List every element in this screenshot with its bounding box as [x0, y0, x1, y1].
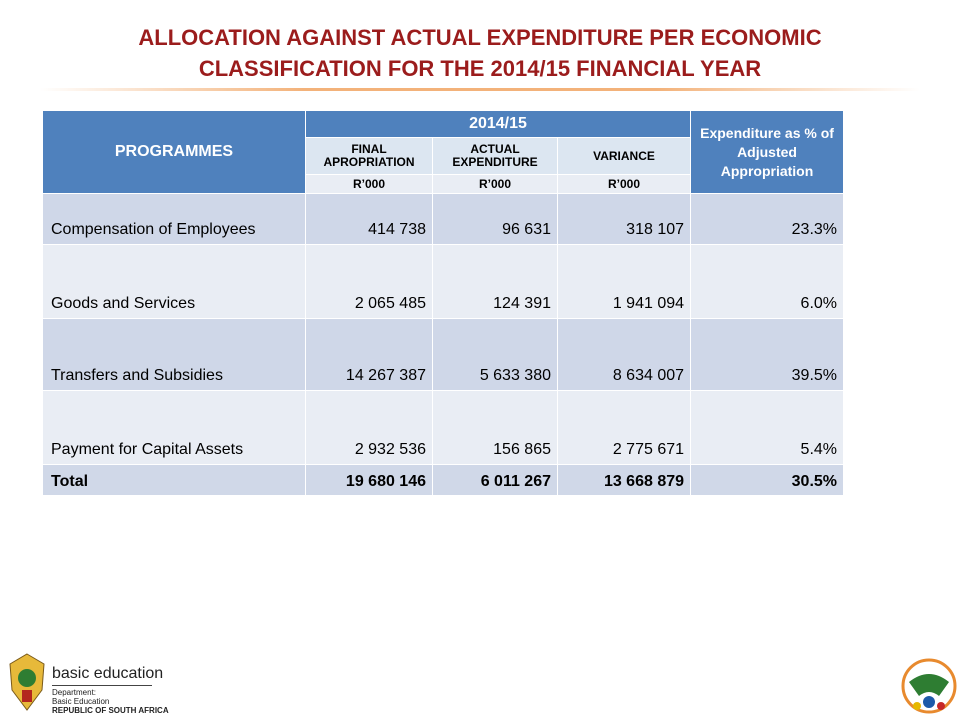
total-label: Total — [42, 464, 306, 496]
title-rule — [40, 88, 920, 91]
value-cell: 39.5% — [690, 318, 845, 391]
value-cell: 23.3% — [690, 193, 845, 245]
logo-line: REPUBLIC OF SOUTH AFRICA — [52, 706, 169, 715]
value-cell: 1 941 094 — [556, 244, 692, 319]
total-cell: 19 680 146 — [305, 464, 433, 496]
value-cell: 14 267 387 — [305, 318, 433, 391]
value-cell: 156 865 — [432, 390, 558, 465]
table-row: Payment for Capital Assets 2 932 536 156 8… — [42, 390, 845, 465]
title-line: ALLOCATION AGAINST ACTUAL EXPENDITURE PE… — [138, 25, 822, 50]
value-cell: 8 634 007 — [556, 318, 692, 391]
year-header: 2014/15 — [304, 110, 692, 138]
title: ALLOCATION AGAINST ACTUAL EXPENDITURE PE… — [0, 22, 960, 84]
value-cell: 2 065 485 — [305, 244, 433, 319]
value-cell: 5.4% — [690, 390, 845, 465]
value-cell: 2 932 536 — [305, 390, 433, 465]
value-cell: 6.0% — [690, 244, 845, 319]
value-cell: 2 775 671 — [556, 390, 692, 465]
value-cell: 96 631 — [432, 193, 558, 245]
logo-line: Department: — [52, 688, 97, 697]
unit-header: R’000 — [432, 174, 558, 194]
total-row: Total 19 680 146 6 011 267 13 668 879 30.5% — [42, 464, 845, 496]
logo-line: Basic Education — [52, 697, 110, 706]
title-line: CLASSIFICATION FOR THE 2014/15 FINANCIAL… — [198, 56, 762, 81]
anniversary-logo — [901, 658, 957, 714]
total-cell: 6 011 267 — [432, 464, 558, 496]
programmes-header: PROGRAMMES — [42, 110, 306, 194]
table-row: Compensation of Employees 414 738 96 631 31… — [42, 193, 845, 245]
label-cell: Compensation of Employees — [42, 193, 306, 245]
label-cell: Transfers and Subsidies — [42, 318, 306, 391]
value-cell: 124 391 — [432, 244, 558, 319]
total-cell: 13 668 879 — [556, 464, 692, 496]
column-header: VARIANCE — [556, 137, 692, 175]
label-cell: Payment for Capital Assets — [42, 390, 306, 465]
value-cell: 318 107 — [556, 193, 692, 245]
unit-header: R’000 — [556, 174, 692, 194]
table-row: Transfers and Subsidies 14 267 387 5 633 3… — [42, 318, 845, 391]
value-cell: 414 738 — [305, 193, 433, 245]
percent-header: Expenditure as % of Adjusted Appropriati… — [690, 110, 845, 194]
logo-title: basic education — [52, 665, 164, 682]
column-header: ACTUAL EXPENDITURE — [432, 137, 558, 175]
label-cell: Goods and Services — [42, 244, 306, 319]
unit-header: R’000 — [305, 174, 433, 194]
column-header: FINAL APROPRIATION — [305, 137, 433, 175]
logo-text: basic education Department: Basic Educat… — [52, 665, 169, 715]
table-row: Goods and Services 2 065 485 124 391 1 941 … — [42, 244, 845, 319]
coat-of-arms — [9, 653, 45, 711]
value-cell: 5 633 380 — [432, 318, 558, 391]
expenditure-table: PROGRAMMES 2014/15 Expenditure as % of Adj… — [42, 110, 845, 496]
total-cell: 30.5% — [690, 464, 845, 496]
